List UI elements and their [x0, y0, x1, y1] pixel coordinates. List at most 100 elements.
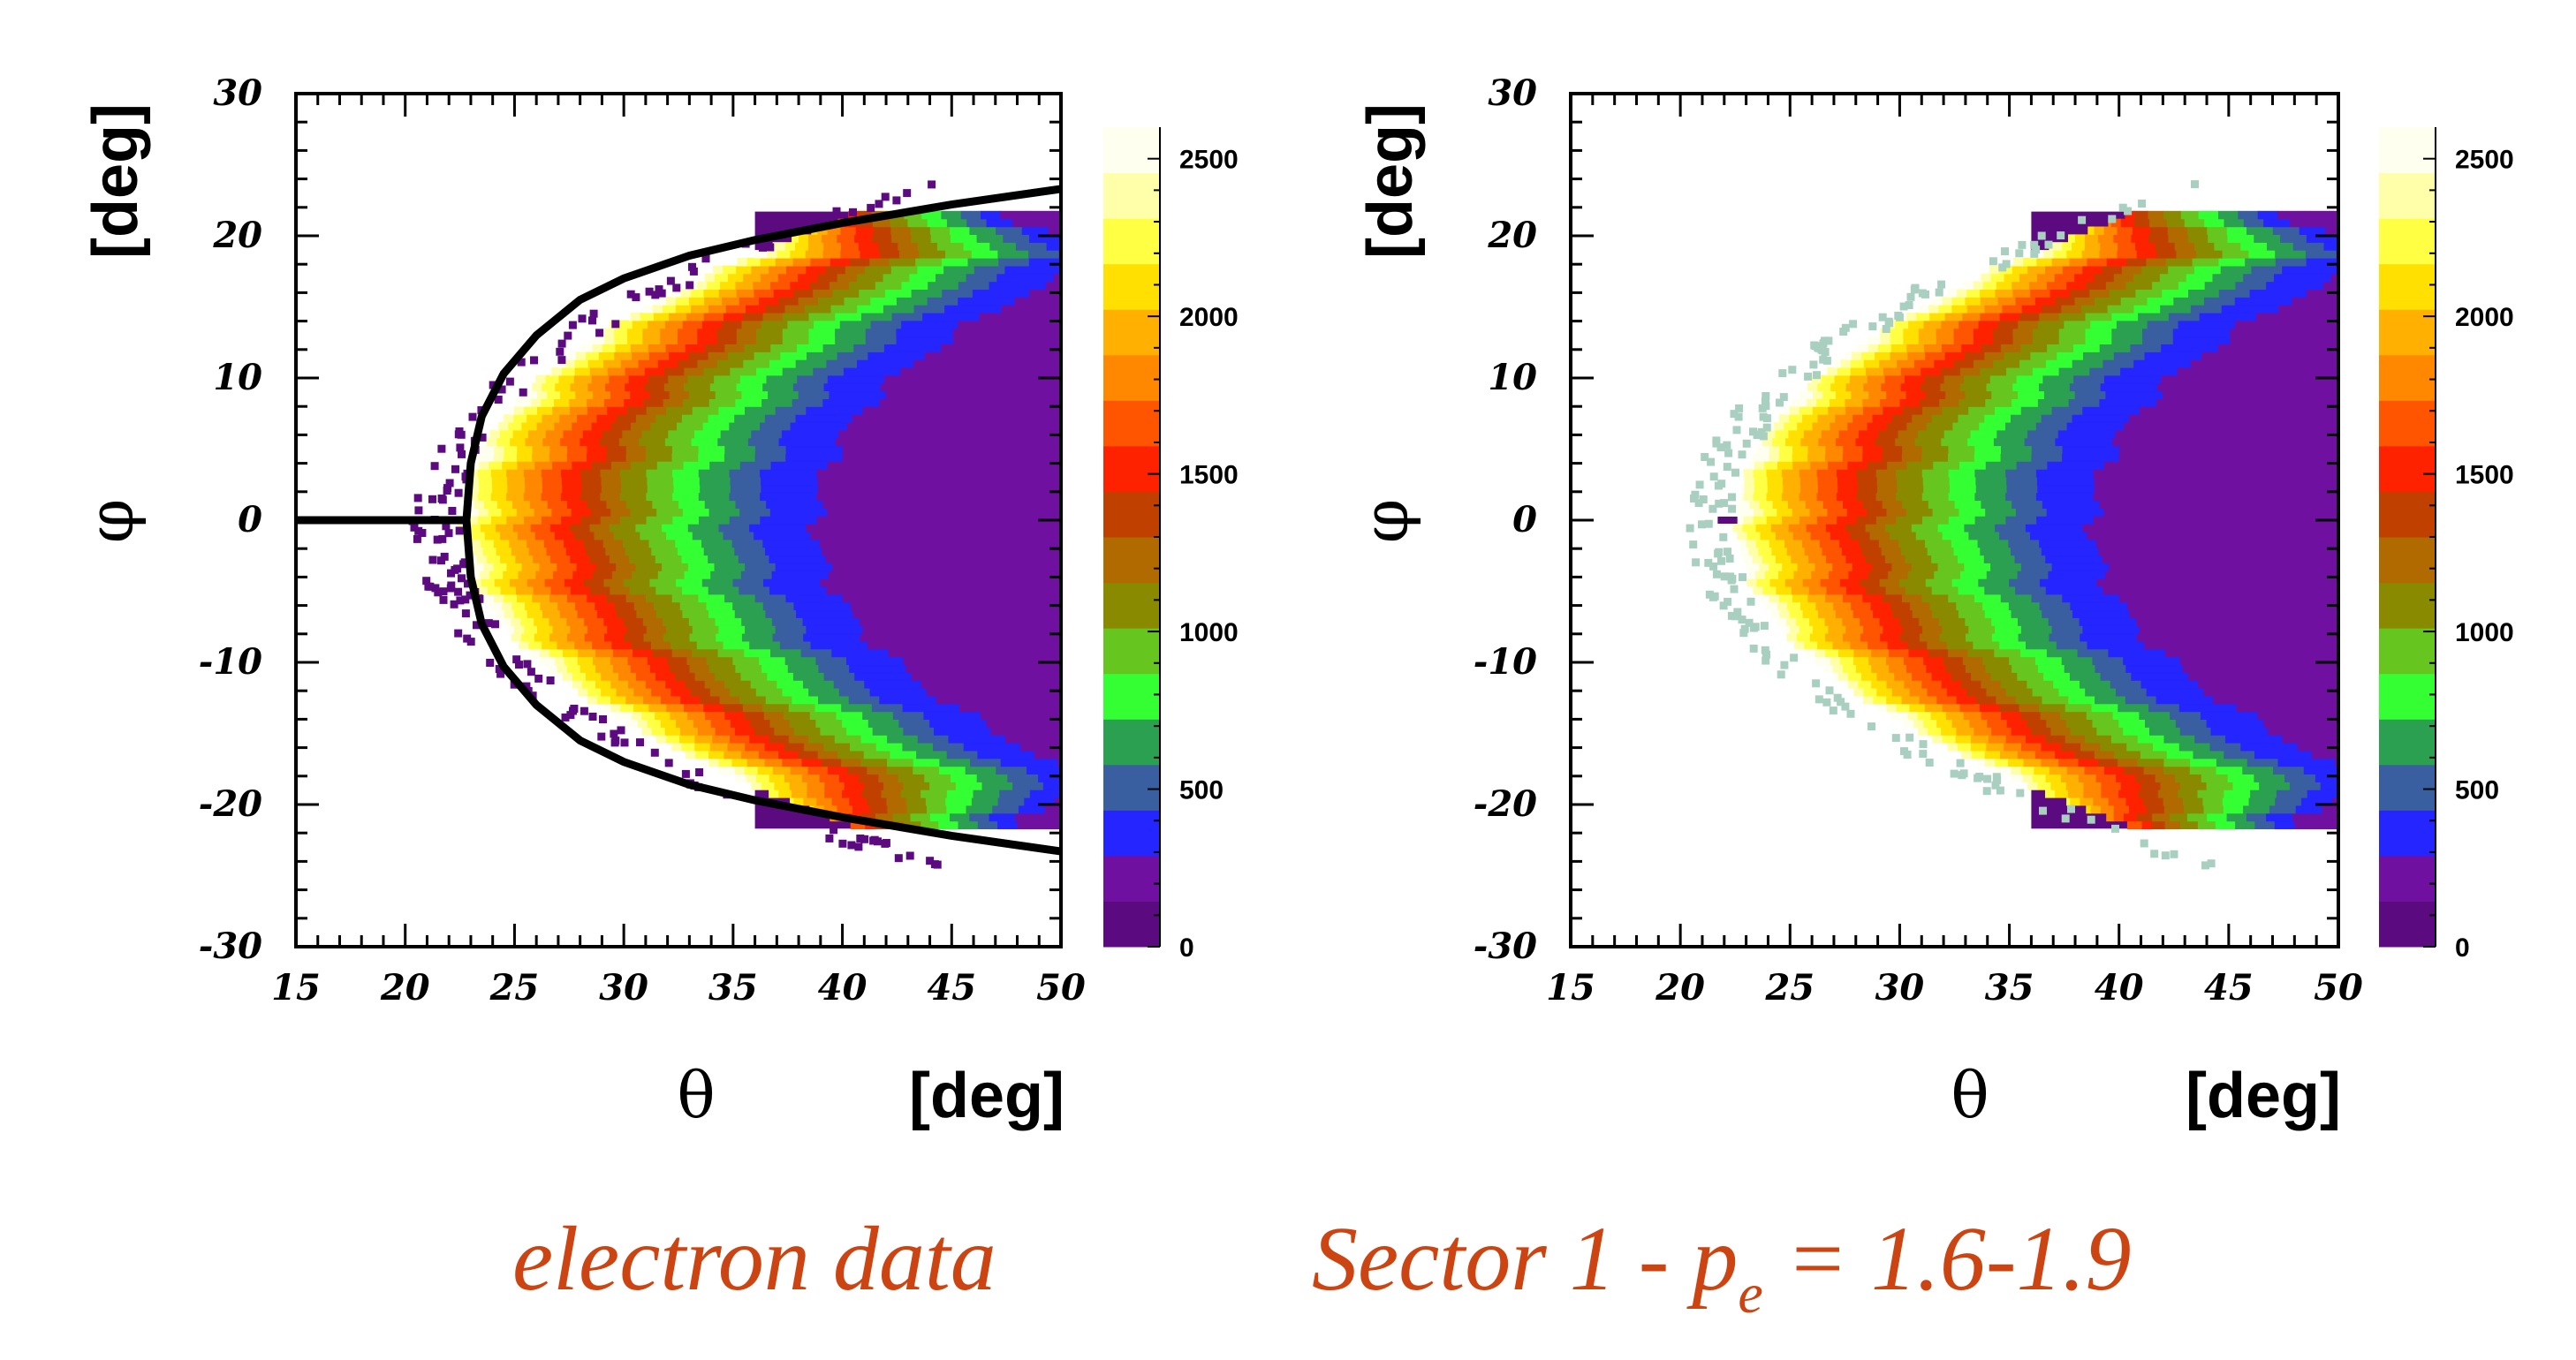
heatmap-cell — [531, 398, 542, 407]
heatmap-cell — [1836, 390, 1852, 399]
heatmap-cell — [1825, 633, 1844, 642]
heatmap-sparse-cell — [1727, 576, 1736, 585]
heatmap-cell — [1832, 664, 1844, 673]
heatmap-cell — [521, 421, 538, 431]
heatmap-cell — [1784, 539, 1803, 548]
heatmap-cell — [2141, 820, 2153, 829]
heatmap-cell — [1959, 398, 1986, 407]
heatmap-cell — [2226, 226, 2247, 235]
heatmap-cell — [2282, 265, 2338, 275]
heatmap-cell — [511, 617, 521, 626]
heatmap-cell — [681, 555, 708, 563]
heatmap-cell — [625, 453, 647, 462]
heatmap-cell — [1902, 625, 1923, 634]
heatmap-cell — [1902, 445, 1923, 454]
heatmap-cell — [886, 797, 907, 806]
heatmap-cell — [2148, 210, 2164, 220]
heatmap-sparse-cell — [1761, 646, 1769, 654]
heatmap-cell — [617, 609, 637, 618]
heatmap-sparse-cell — [1749, 623, 1758, 632]
heatmap-cell — [1894, 672, 1913, 681]
colorbar-segment — [2379, 673, 2436, 720]
heatmap-cell — [960, 210, 981, 220]
heatmap-cell — [555, 382, 572, 392]
heatmap-cell — [972, 289, 1030, 298]
heatmap-cell — [2227, 234, 2254, 243]
heatmap-sparse-cell — [530, 356, 538, 365]
heatmap-cell — [2109, 289, 2136, 298]
heatmap-cell — [2023, 258, 2037, 267]
heatmap-cell — [473, 570, 481, 579]
heatmap-cell — [1923, 719, 1937, 728]
heatmap-cell — [1789, 609, 1804, 618]
heatmap-cell — [922, 312, 980, 321]
heatmap-cell — [1940, 366, 1961, 376]
heatmap-cell — [769, 719, 791, 728]
heatmap-cell — [716, 328, 738, 337]
heatmap-cell — [568, 680, 573, 689]
heatmap-cell — [2198, 680, 2338, 689]
y-tick-label: -30 — [1474, 926, 1537, 967]
heatmap-cell — [1834, 359, 1842, 368]
heatmap-cell — [1902, 593, 1922, 603]
heatmap-cell — [1947, 289, 1958, 298]
heatmap-cell — [705, 711, 725, 720]
heatmap-cell — [1982, 656, 2010, 666]
heatmap-sparse-cell — [595, 329, 604, 337]
heatmap-sparse-cell — [2018, 240, 2027, 249]
heatmap-cell — [738, 555, 769, 563]
heatmap-cell — [1034, 750, 1061, 759]
heatmap-cell — [708, 414, 735, 423]
heatmap-cell — [479, 484, 493, 494]
heatmap-cell — [643, 398, 664, 407]
heatmap-cell — [662, 524, 689, 533]
heatmap-cell — [671, 640, 698, 650]
heatmap-cell — [1802, 539, 1821, 548]
heatmap-cell — [2062, 593, 2120, 603]
heatmap-cell — [2029, 281, 2048, 290]
colorbar-segment — [2379, 537, 2436, 584]
heatmap-cell — [1892, 609, 1913, 618]
heatmap-cell — [584, 617, 604, 626]
heatmap-cell — [610, 703, 621, 713]
heatmap-cell — [628, 312, 632, 321]
heatmap-cell — [2166, 218, 2186, 228]
heatmap-cell — [792, 790, 807, 798]
heatmap-cell — [871, 703, 903, 713]
heatmap-cell — [717, 437, 749, 447]
heatmap-cell — [1967, 648, 1995, 658]
heatmap-cell — [606, 445, 627, 454]
heatmap-cell — [1984, 414, 2012, 423]
heatmap-cell — [2149, 727, 2181, 736]
heatmap-cell — [986, 719, 1061, 728]
heatmap-cell — [1756, 445, 1770, 454]
heatmap-cell — [1974, 469, 2006, 478]
heatmap-cell — [929, 226, 951, 235]
colorbar-segment — [1103, 537, 1160, 584]
heatmap-cell — [535, 570, 554, 579]
heatmap-sparse-cell — [566, 711, 575, 720]
heatmap-cell — [1973, 328, 1994, 337]
heatmap-cell — [772, 242, 786, 251]
heatmap-cell — [1949, 476, 1976, 486]
heatmap-cell — [2039, 601, 2071, 611]
heatmap-sparse-cell — [773, 813, 782, 822]
heatmap-cell — [1916, 312, 1930, 321]
heatmap-cell — [778, 437, 837, 447]
heatmap-cell — [2057, 429, 2116, 439]
heatmap-cell — [862, 711, 894, 720]
heatmap-cell — [2000, 680, 2027, 689]
heatmap-cell — [761, 664, 789, 673]
heatmap-cell — [891, 234, 912, 243]
heatmap-cell — [907, 218, 928, 228]
heatmap-cell — [709, 382, 738, 392]
heatmap-sparse-cell — [1734, 412, 1743, 421]
heatmap-cell — [467, 492, 479, 502]
heatmap-cell — [1850, 366, 1867, 376]
heatmap-cell — [792, 695, 819, 705]
heatmap-cell — [790, 421, 848, 431]
heatmap-cell — [689, 664, 710, 673]
heatmap-cell — [942, 289, 974, 298]
heatmap-cell — [1981, 273, 1992, 283]
heatmap-cell — [788, 703, 816, 713]
